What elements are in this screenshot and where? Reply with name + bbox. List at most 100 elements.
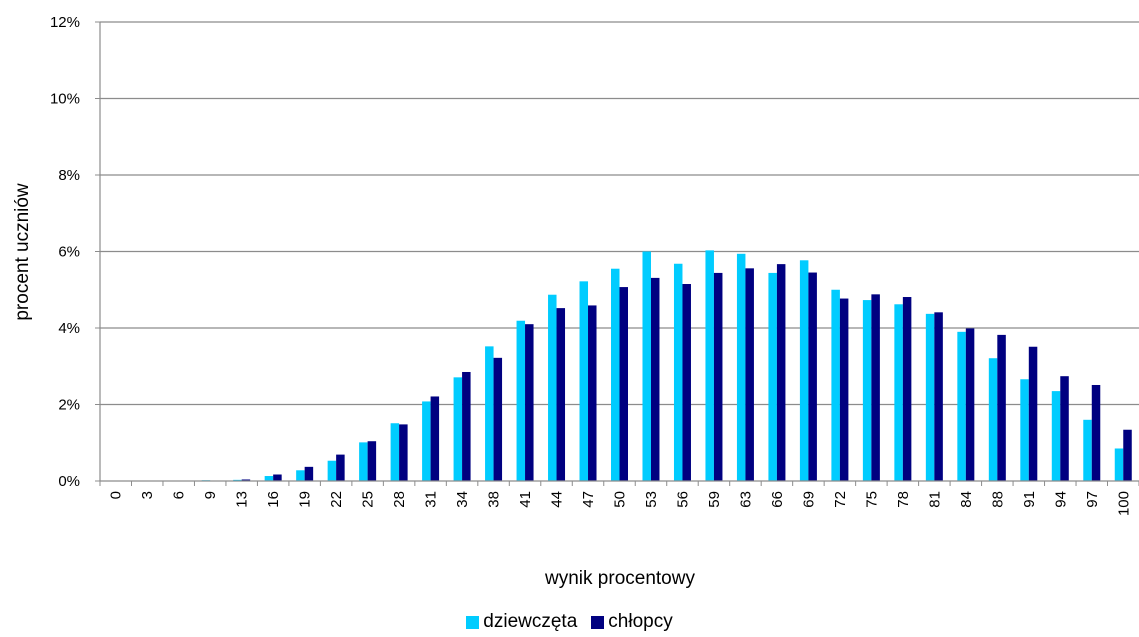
- bar-girls: [1051, 391, 1061, 481]
- bar-girls: [988, 358, 998, 481]
- bar-girls: [453, 377, 463, 481]
- legend-swatch-boys: [591, 615, 605, 629]
- bar-girls: [579, 281, 589, 481]
- bar-boys: [776, 264, 786, 481]
- bar-boys: [556, 308, 566, 481]
- bar-boys: [1091, 384, 1101, 481]
- x-tick-label: 72: [832, 491, 849, 508]
- legend-label-girls: dziewczęta: [483, 611, 578, 632]
- bar-boys: [934, 312, 943, 481]
- x-tick-label: 91: [1021, 491, 1038, 508]
- axes: [99, 22, 1139, 486]
- bar-girls: [548, 294, 557, 481]
- bar-girls: [1114, 448, 1124, 481]
- x-axis-title: wynik procentowy: [544, 568, 695, 589]
- bar-girls: [799, 260, 809, 481]
- bar-girls: [327, 460, 337, 481]
- x-tick-label: 59: [706, 491, 723, 508]
- x-tick-label: 88: [989, 491, 1006, 508]
- bar-boys: [430, 396, 440, 481]
- x-tick-label: 34: [454, 491, 471, 508]
- x-tick-label: 69: [800, 491, 817, 508]
- bar-girls: [422, 401, 431, 481]
- bar-boys: [588, 305, 597, 481]
- x-tick-label: 19: [297, 491, 314, 508]
- y-tick-label: 2%: [58, 397, 80, 414]
- y-tick-label: 8%: [58, 167, 80, 184]
- bar-girls: [611, 268, 620, 481]
- bar-boys: [462, 371, 471, 481]
- y-axis-title: procent uczniów: [12, 183, 33, 321]
- x-tick-label: 31: [423, 491, 440, 508]
- x-tick-label: 3: [139, 491, 156, 499]
- bar-boys: [997, 334, 1006, 481]
- bar-boys: [336, 454, 345, 481]
- bar-girls: [390, 423, 400, 481]
- bar-boys: [839, 298, 849, 481]
- bar-boys: [1060, 376, 1069, 481]
- bar-girls: [485, 346, 494, 481]
- x-tick-label: 0: [108, 491, 125, 499]
- x-tick-label: 47: [580, 491, 597, 508]
- x-tick-label: 56: [674, 491, 691, 508]
- bar-boys: [1028, 346, 1038, 481]
- bar-girls: [296, 470, 305, 481]
- bar-girls: [831, 289, 840, 481]
- x-tick-label: 16: [265, 491, 282, 508]
- y-tick-label: 10%: [50, 91, 80, 108]
- bar-boys: [304, 466, 314, 481]
- bar-girls: [862, 300, 872, 481]
- bar-girls: [1083, 419, 1092, 481]
- bar-girls: [957, 331, 966, 481]
- bar-boys: [902, 297, 912, 481]
- x-tick-label: 41: [517, 491, 534, 508]
- x-tick-labels: 0 3 6 9 13 16 19 22 25 28 31 34 38 41 44 47 50 53 56 59 63 66…: [108, 491, 1133, 516]
- x-tick-label: 81: [926, 491, 943, 508]
- bar-girls: [264, 476, 274, 481]
- bar-girls: [736, 253, 746, 481]
- bar-girls: [642, 251, 651, 481]
- x-tick-label: 94: [1052, 491, 1069, 508]
- gridlines: [95, 21, 1139, 482]
- x-tick-label: 44: [549, 491, 566, 508]
- x-tick-label: 75: [863, 491, 880, 508]
- x-tick-label: 53: [643, 491, 660, 508]
- bar-boys: [713, 272, 723, 481]
- y-tick-label: 4%: [58, 320, 80, 337]
- legend-swatch-girls: [466, 615, 480, 629]
- x-tick-label: 22: [328, 491, 345, 508]
- bar-boys: [399, 424, 408, 481]
- bar-girls: [925, 313, 935, 481]
- bar-boys: [682, 284, 691, 481]
- bar-boys: [808, 272, 817, 481]
- x-tick-label: 25: [360, 491, 377, 508]
- bar-boys: [525, 324, 534, 481]
- x-tick-label: 6: [171, 491, 188, 499]
- x-tick-label: 84: [958, 491, 975, 508]
- x-tick-label: 38: [486, 491, 503, 508]
- bars: [201, 250, 1132, 481]
- bar-girls: [894, 304, 903, 481]
- x-tick-label: 100: [1115, 491, 1132, 516]
- y-tick-labels: 0% 2% 4% 6% 8% 10% 12%: [50, 14, 80, 490]
- x-tick-label: 13: [234, 491, 251, 508]
- bar-girls: [516, 320, 526, 481]
- x-tick-label: 28: [391, 491, 408, 508]
- bar-girls: [359, 442, 368, 481]
- bar-boys: [619, 287, 628, 481]
- bar-boys: [745, 268, 754, 481]
- bar-girls: [705, 250, 714, 481]
- y-tick-label: 0%: [58, 473, 80, 490]
- x-tick-label: 97: [1084, 491, 1101, 508]
- bar-girls: [768, 272, 777, 481]
- x-tick-label: 63: [737, 491, 754, 508]
- x-tick-label: 78: [895, 491, 912, 508]
- legend-item-boys: chłopcy: [591, 611, 673, 633]
- x-tick-label: 9: [202, 491, 219, 499]
- x-tick-label: 50: [612, 491, 629, 508]
- bar-boys: [1123, 429, 1132, 481]
- bar-boys: [871, 294, 880, 481]
- legend: dziewczęta chłopcy: [0, 609, 1139, 635]
- bar-boys: [273, 474, 282, 481]
